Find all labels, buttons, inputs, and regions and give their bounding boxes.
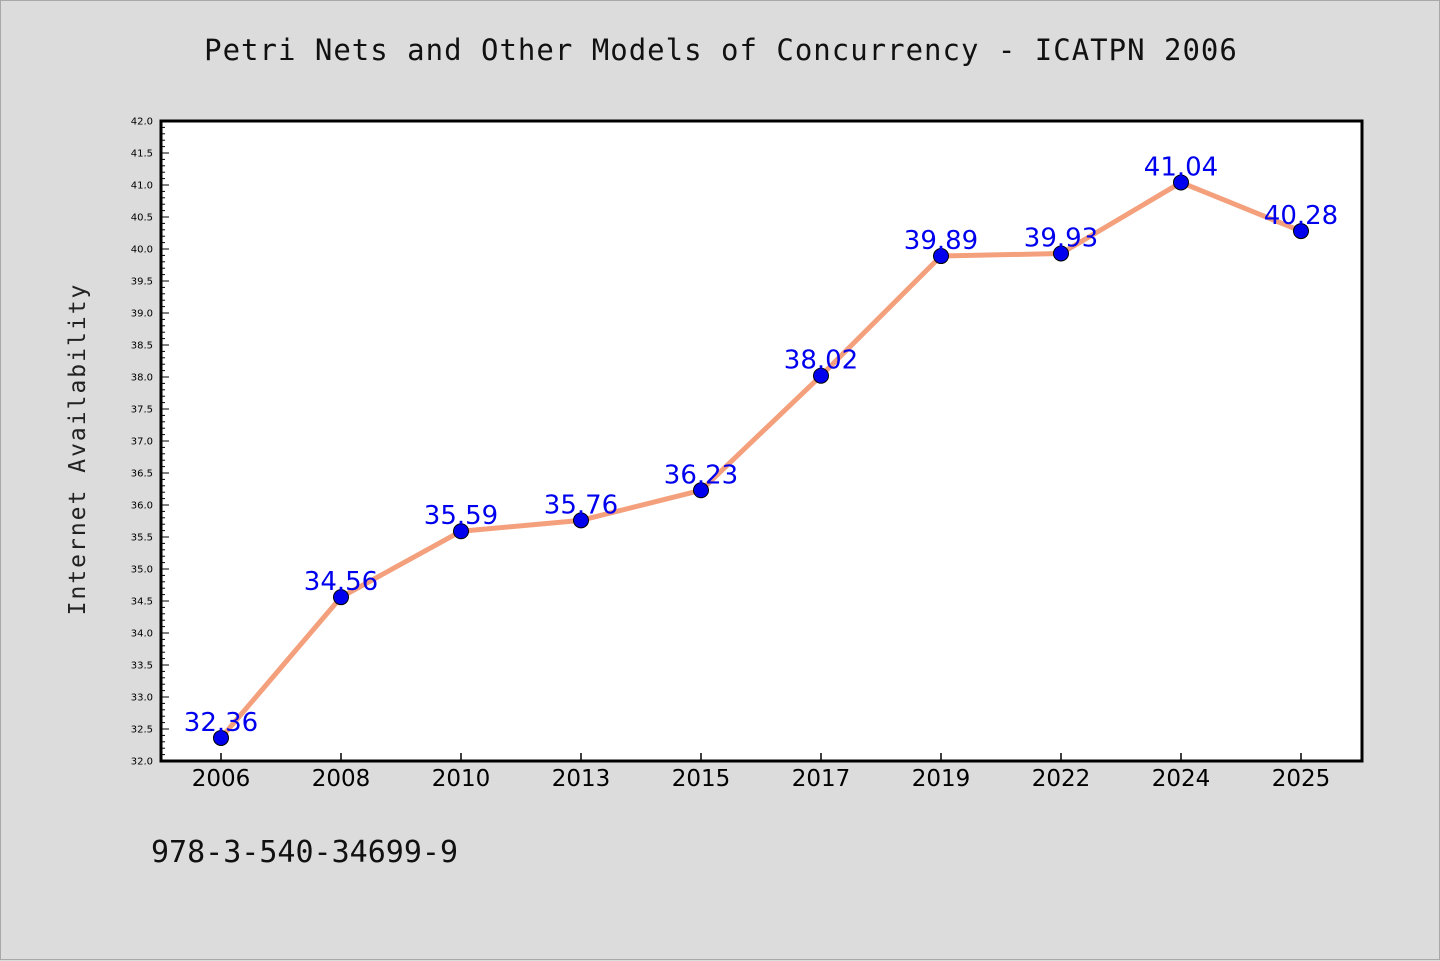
data-point	[933, 248, 949, 265]
data-label: 35.59	[424, 501, 498, 531]
data-point	[1053, 245, 1069, 262]
y-tick-label: 41.5	[131, 149, 153, 160]
data-point	[693, 482, 709, 499]
y-tick-label: 36.5	[131, 469, 153, 480]
y-tick-label: 34.5	[131, 597, 153, 608]
data-point	[453, 523, 469, 540]
y-tick-label: 42.0	[131, 117, 153, 128]
data-point	[1293, 223, 1309, 240]
y-tick-label: 37.0	[131, 437, 153, 448]
x-tick-label: 2017	[792, 766, 851, 792]
y-tick-label: 38.0	[131, 373, 153, 384]
chart-title: Petri Nets and Other Models of Concurren…	[204, 33, 1238, 67]
plot-area	[159, 119, 1364, 763]
x-tick-label: 2013	[552, 766, 611, 792]
x-tick-label: 2019	[912, 766, 971, 792]
x-tick-label: 2022	[1032, 766, 1091, 792]
data-point	[573, 512, 589, 529]
y-tick-label: 32.5	[131, 725, 153, 736]
x-tick-label: 2010	[432, 766, 491, 792]
y-tick-label: 36.0	[131, 501, 153, 512]
y-tick-label: 40.0	[131, 245, 153, 256]
data-label: 40.28	[1264, 201, 1338, 231]
data-label: 35.76	[544, 490, 618, 520]
data-point	[333, 589, 349, 606]
y-tick-label: 37.5	[131, 405, 153, 416]
y-tick-label: 39.0	[131, 309, 153, 320]
data-label: 34.56	[304, 567, 378, 597]
y-tick-label: 33.0	[131, 693, 153, 704]
y-tick-label: 40.5	[131, 213, 153, 224]
y-tick-label: 38.5	[131, 341, 153, 352]
data-point	[1173, 174, 1189, 191]
data-point	[813, 367, 829, 384]
x-tick-label: 2008	[312, 766, 371, 792]
y-tick-label: 32.0	[131, 757, 153, 768]
data-label: 32.36	[184, 708, 258, 738]
data-label: 39.93	[1024, 223, 1098, 253]
series-layer: 32.36 34.56 35.59 35.76 36.23 38.02 39.89 39.93…	[184, 152, 1338, 746]
data-label: 36.23	[664, 460, 738, 490]
x-tick-label: 2024	[1152, 766, 1211, 792]
x-axis: 2006 2008 2010 2013 2015 2017 2019 2022 2024 2025	[192, 753, 1331, 792]
footer-isbn: 978-3-540-34699-9	[151, 835, 459, 870]
series-line	[218, 179, 1304, 741]
data-label: 38.02	[784, 346, 858, 376]
y-tick-label: 39.5	[131, 277, 153, 288]
x-tick-label: 2025	[1272, 766, 1331, 792]
data-label: 41.04	[1144, 152, 1218, 182]
y-tick-label: 41.0	[131, 181, 153, 192]
data-point	[213, 729, 229, 746]
y-tick-label: 33.5	[131, 661, 153, 672]
y-tick-label: 34.0	[131, 629, 153, 640]
y-tick-label: 35.0	[131, 565, 153, 576]
x-tick-label: 2006	[192, 766, 251, 792]
x-tick-label: 2015	[672, 766, 731, 792]
y-axis: 32.0 32.5 33.0 33.5 34.0 34.5 35.0 35.5 36.0 36.5…	[131, 117, 169, 768]
data-label: 39.89	[904, 226, 978, 256]
y-tick-label: 35.5	[131, 533, 153, 544]
